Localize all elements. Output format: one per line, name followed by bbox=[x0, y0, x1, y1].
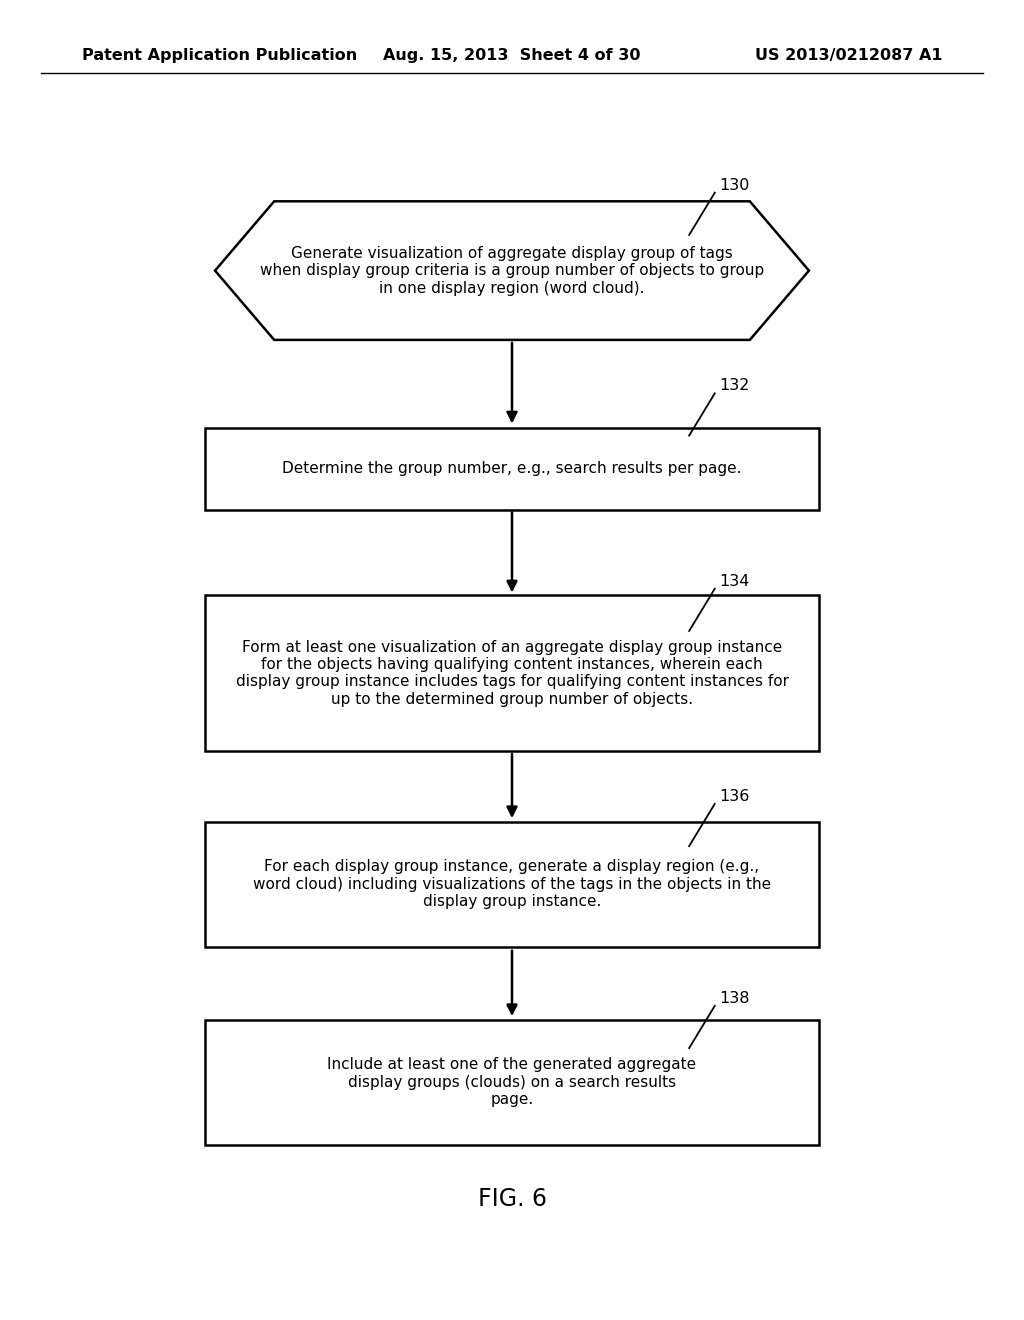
Polygon shape bbox=[215, 201, 809, 339]
Text: 134: 134 bbox=[719, 574, 750, 589]
FancyBboxPatch shape bbox=[205, 595, 819, 751]
Text: Form at least one visualization of an aggregate display group instance
for the o: Form at least one visualization of an ag… bbox=[236, 640, 788, 706]
FancyBboxPatch shape bbox=[205, 428, 819, 510]
FancyBboxPatch shape bbox=[205, 821, 819, 948]
Text: 138: 138 bbox=[719, 991, 750, 1006]
Text: 130: 130 bbox=[719, 178, 750, 193]
Text: For each display group instance, generate a display region (e.g.,
word cloud) in: For each display group instance, generat… bbox=[253, 859, 771, 909]
Text: FIG. 6: FIG. 6 bbox=[477, 1187, 547, 1210]
Text: 132: 132 bbox=[719, 379, 750, 393]
Text: Include at least one of the generated aggregate
display groups (clouds) on a sea: Include at least one of the generated ag… bbox=[328, 1057, 696, 1107]
FancyBboxPatch shape bbox=[205, 1019, 819, 1144]
Text: Generate visualization of aggregate display group of tags
when display group cri: Generate visualization of aggregate disp… bbox=[260, 246, 764, 296]
Text: Determine the group number, e.g., search results per page.: Determine the group number, e.g., search… bbox=[283, 461, 741, 477]
Text: Patent Application Publication: Patent Application Publication bbox=[82, 48, 357, 63]
Text: Aug. 15, 2013  Sheet 4 of 30: Aug. 15, 2013 Sheet 4 of 30 bbox=[383, 48, 641, 63]
Text: US 2013/0212087 A1: US 2013/0212087 A1 bbox=[755, 48, 942, 63]
Text: 136: 136 bbox=[719, 789, 750, 804]
